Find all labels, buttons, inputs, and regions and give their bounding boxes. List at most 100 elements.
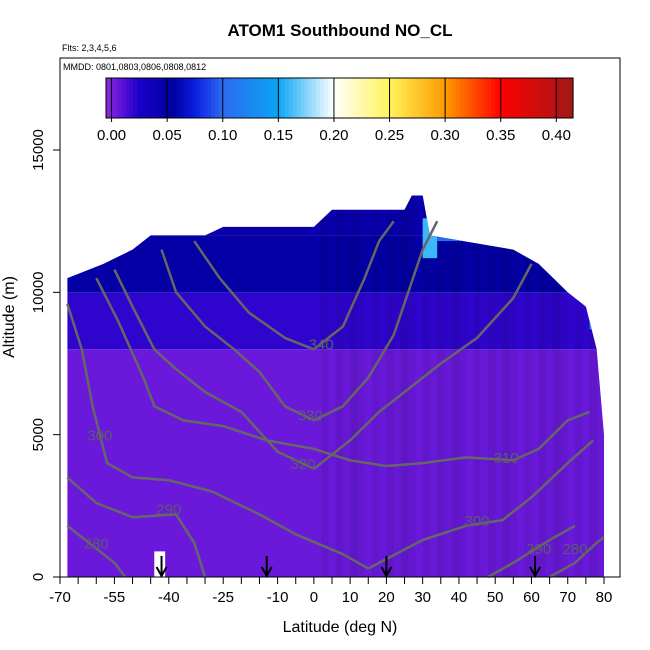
contour-line bbox=[66, 303, 369, 570]
colorbar-cell bbox=[327, 78, 333, 118]
colorbar-tick-label: 0.10 bbox=[208, 127, 237, 144]
colorbar-cell bbox=[117, 78, 123, 118]
colorbar-cell bbox=[343, 78, 348, 118]
colorbar-cell bbox=[176, 78, 181, 118]
contour-label: 300 bbox=[465, 513, 490, 530]
colorbar-cell bbox=[347, 78, 352, 118]
colorbar-cell bbox=[351, 78, 356, 118]
arrow-head bbox=[260, 566, 273, 579]
x-tick-label: 80 bbox=[596, 589, 613, 606]
cell-column bbox=[560, 195, 568, 577]
colorbar-cell bbox=[475, 78, 481, 118]
colorbar-cell bbox=[214, 78, 220, 118]
cell-column bbox=[394, 178, 401, 577]
colorbar-cell bbox=[129, 78, 134, 118]
colorbar-cell bbox=[534, 78, 539, 118]
colorbar-cell bbox=[526, 78, 531, 118]
colorbar-cell bbox=[323, 78, 329, 118]
cell-column bbox=[509, 195, 517, 577]
colorbar-cell bbox=[506, 78, 512, 118]
colorbar-cell bbox=[257, 78, 263, 118]
contour-label: 280 bbox=[562, 541, 587, 558]
x-tick-label: 30 bbox=[414, 589, 431, 606]
colorbar-cell bbox=[366, 78, 372, 118]
contour-line bbox=[113, 269, 315, 470]
cell-column bbox=[408, 195, 416, 577]
x-tick-label: 0 bbox=[310, 589, 318, 606]
colorbar-cell bbox=[285, 78, 290, 118]
colorbar-cell bbox=[152, 78, 158, 118]
colorbar-cell bbox=[320, 78, 325, 118]
colorbar-cell bbox=[277, 78, 282, 118]
colorbar-cell bbox=[565, 78, 570, 118]
colorbar-tick-label: 0.40 bbox=[542, 127, 571, 144]
cell-column bbox=[191, 178, 198, 577]
colorbar-cell bbox=[199, 78, 204, 118]
contour-line bbox=[193, 220, 395, 351]
contour-line bbox=[487, 524, 576, 579]
cell-column bbox=[502, 195, 510, 577]
arrow-head bbox=[529, 566, 541, 579]
x-axis: -70 -55 -40 -25 -10 0 10 20 30 40 50 60 70 80 bbox=[49, 577, 612, 606]
x-axis-label: Latitude (deg N) bbox=[283, 619, 398, 636]
colorbar-cell bbox=[444, 78, 450, 118]
colorbar-tick-label: 0.05 bbox=[153, 127, 182, 144]
colorbar-cell bbox=[288, 78, 294, 118]
colorbar-cell bbox=[386, 78, 391, 118]
colorbar-tick-label: 0.15 bbox=[264, 127, 293, 144]
cell-column bbox=[553, 195, 561, 577]
contour-line bbox=[66, 476, 207, 578]
cell-column bbox=[538, 195, 546, 577]
colorbar-cell bbox=[296, 78, 302, 118]
colorbar-cell bbox=[269, 78, 274, 118]
cell-column bbox=[220, 178, 227, 577]
colorbar-cell bbox=[312, 78, 317, 118]
y-tick-label: 5000 bbox=[30, 418, 47, 451]
colorbar-cell bbox=[487, 78, 492, 118]
colorbar-cell bbox=[436, 78, 442, 118]
colorbar-cell bbox=[370, 78, 376, 118]
colorbar-cell bbox=[160, 78, 165, 118]
colorbar-cell bbox=[499, 78, 504, 118]
colorbar-cell bbox=[510, 78, 516, 118]
colorbar-cell bbox=[218, 78, 224, 118]
colorbar-cell bbox=[549, 78, 555, 118]
hotspot-cell bbox=[589, 292, 601, 330]
colorbar-cell bbox=[187, 78, 193, 118]
colorbar-cell bbox=[308, 78, 313, 118]
contour-line bbox=[66, 524, 127, 578]
x-tick-label: 50 bbox=[487, 589, 504, 606]
colorbar-tick-label: 0.25 bbox=[375, 127, 404, 144]
cell-column bbox=[546, 178, 553, 577]
colorbar-cell bbox=[238, 78, 243, 118]
x-tick-label: 20 bbox=[378, 589, 395, 606]
colorbar-cell bbox=[183, 78, 189, 118]
contour-label: 280 bbox=[84, 536, 109, 553]
cell-column bbox=[67, 178, 74, 577]
colorbar-cell bbox=[109, 78, 115, 118]
colorbar-cell bbox=[191, 78, 197, 118]
x-tick-label: 10 bbox=[342, 589, 359, 606]
colorbar-cell bbox=[261, 78, 267, 118]
colorbar-cell bbox=[405, 78, 411, 118]
contour-line bbox=[313, 220, 439, 422]
contour-label: 310 bbox=[494, 450, 519, 467]
x-tick-label: -55 bbox=[104, 589, 126, 606]
colorbar-cell bbox=[374, 78, 380, 118]
hotspot-cell bbox=[437, 226, 488, 242]
colorbar-cell bbox=[514, 78, 520, 118]
contour-label: 290 bbox=[156, 501, 181, 518]
flight-arrows bbox=[155, 556, 541, 579]
x-tick-label: -25 bbox=[212, 589, 234, 606]
colorbar-cell bbox=[491, 78, 496, 118]
colorbar-cell bbox=[249, 78, 255, 118]
cell-column bbox=[96, 178, 103, 577]
colorbar-cell bbox=[401, 78, 407, 118]
cell-column bbox=[597, 178, 604, 577]
colorbar-cell bbox=[300, 78, 306, 118]
colorbar-cell bbox=[545, 78, 551, 118]
contour-lines: 280 290 300 310 300 290 280 320 330 340 bbox=[66, 220, 605, 579]
colorbar-cell bbox=[234, 78, 239, 118]
colorbar-cell bbox=[471, 78, 477, 118]
plot-frame bbox=[59, 57, 621, 578]
